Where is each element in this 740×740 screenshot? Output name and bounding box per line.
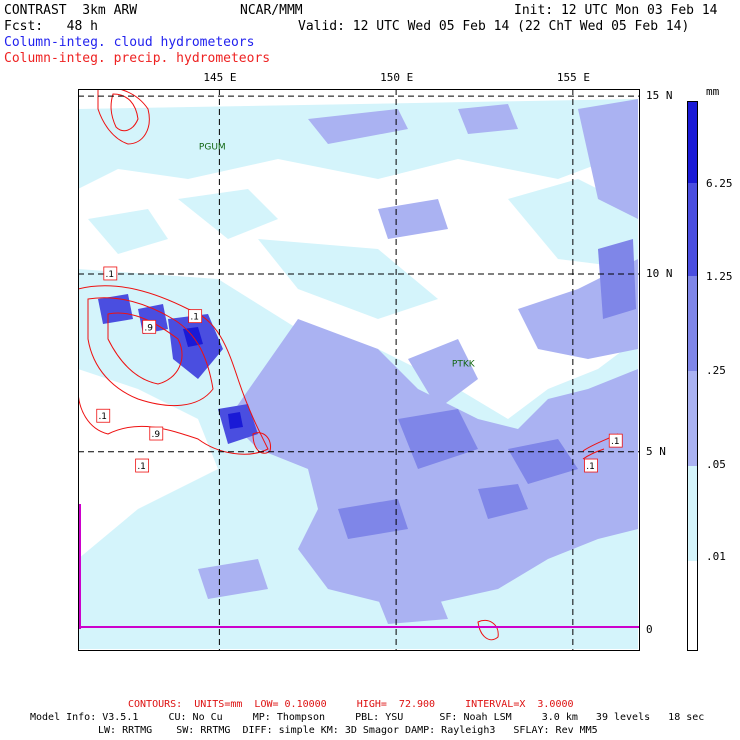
contour-label-text: .1	[586, 462, 595, 472]
contour-labels: .1 .1 .9 .1 .9 .1 .1 .1	[96, 266, 623, 473]
legend-level-2: .05	[706, 458, 726, 471]
legend-frame	[687, 101, 698, 651]
legend-swatch-5	[687, 101, 698, 183]
legend-swatch-2	[687, 371, 698, 466]
station-ptkk: PTKK	[452, 359, 476, 369]
contour-label-text: .1	[98, 412, 107, 422]
legend-swatch-0	[687, 561, 698, 651]
model-info: Model Info: V3.5.1 CU: No Cu MP: Thompso…	[30, 712, 705, 723]
station-pgum: PGUM	[199, 142, 226, 152]
contour-label-text: .1	[190, 313, 199, 323]
contour-label: .9	[149, 426, 164, 441]
contour-label: .1	[608, 433, 623, 448]
legend-unit: mm	[706, 85, 720, 98]
contour-label: .1	[584, 458, 598, 473]
contour-label-text: .9	[144, 323, 153, 333]
contour-label-text: .1	[611, 437, 620, 447]
lat-label-0: 0	[646, 622, 653, 636]
map-panel: .1 .1 .9 .1 .9 .1 .1 .1 PGUM PTKK	[78, 89, 640, 651]
contour-label-text: .9	[151, 430, 160, 440]
contour-label: .1	[96, 408, 111, 423]
contour-label: .1	[188, 309, 203, 324]
valid-time: Valid: 12 UTC Wed 05 Feb 14 (22 ChT Wed …	[298, 19, 690, 34]
contours-info: CONTOURS: UNITS=mm LOW= 0.10000 HIGH= 72…	[128, 699, 574, 710]
institution: NCAR/MMM	[240, 3, 303, 18]
legend-level-5: 6.25	[706, 177, 733, 190]
lon-label-155: 155 E	[556, 71, 590, 84]
contour-label-text: .1	[106, 270, 115, 280]
lat-label-10: 10 N	[646, 266, 673, 280]
legend-level-1: .01	[706, 550, 726, 563]
legend-swatch-4	[687, 183, 698, 276]
lat-label-5: 5 N	[646, 444, 666, 458]
legend-swatch-3	[687, 276, 698, 371]
legend-level-4: 1.25	[706, 270, 733, 283]
contour-label: .9	[142, 319, 157, 334]
contour-label: .1	[103, 266, 118, 281]
stations: PGUM PTKK	[199, 142, 476, 369]
legend-swatch-1	[687, 466, 698, 561]
lat-label-15: 15 N	[646, 89, 673, 103]
cloud-fields	[78, 89, 640, 649]
contour-label: .1	[135, 458, 150, 473]
model-physics: LW: RRTMG SW: RRTMG DIFF: simple KM: 3D …	[98, 725, 598, 736]
color-legend	[687, 101, 698, 651]
model-title: CONTRAST 3km ARW	[4, 3, 138, 18]
forecast-hour: Fcst: 48 h	[4, 19, 98, 34]
map-frame	[78, 89, 640, 651]
cloud-level-c3	[338, 239, 636, 539]
field-precip-label: Column-integ. precip. hydrometeors	[4, 51, 271, 66]
field-cloud-label: Column-integ. cloud hydrometeors	[4, 35, 255, 50]
lon-label-150: 150 E	[380, 71, 414, 84]
contour-label-text: .1	[137, 462, 146, 472]
graticule	[78, 89, 640, 651]
lon-label-145: 145 E	[203, 71, 237, 84]
init-time: Init: 12 UTC Mon 03 Feb 14	[514, 3, 718, 18]
legend-level-3: .25	[706, 364, 726, 377]
